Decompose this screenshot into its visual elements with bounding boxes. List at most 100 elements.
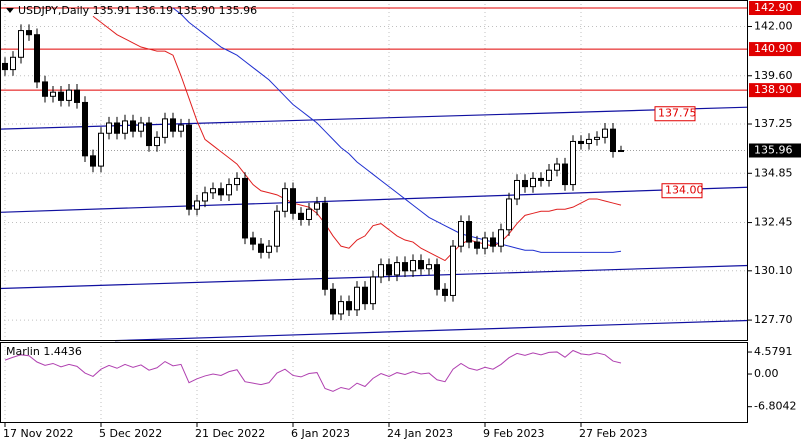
candle-body — [170, 118, 176, 132]
candle-body — [474, 241, 480, 249]
moving-average — [172, 7, 622, 253]
candle-body — [178, 124, 184, 132]
candle-body — [490, 237, 496, 247]
candle-body — [530, 177, 536, 188]
candle-body — [58, 91, 64, 101]
candle-body — [514, 179, 520, 200]
candle-body — [482, 237, 488, 249]
indicator-tick-label: 0.00 — [754, 367, 779, 380]
x-tick-label: 6 Jan 2023 — [291, 427, 350, 440]
candle-body — [434, 264, 440, 290]
candle-body — [410, 260, 416, 272]
candle-body — [2, 62, 8, 71]
candle-body — [538, 177, 544, 181]
indicator-title: Marlin 1.4436 — [6, 345, 82, 358]
candle-body — [226, 184, 232, 196]
candle-body — [306, 208, 312, 220]
last-price-box — [749, 143, 801, 158]
x-tick-label: 5 Dec 2022 — [99, 427, 162, 440]
level-label: 140.90 — [754, 42, 793, 55]
candle-body — [10, 56, 16, 71]
level-label: 138.90 — [754, 83, 793, 96]
trend-line — [0, 186, 749, 213]
candle-body — [578, 140, 584, 145]
trend-label: 134.00 — [665, 184, 704, 197]
candle-body — [570, 140, 576, 186]
candle-body — [418, 260, 424, 270]
candle-body — [458, 221, 464, 247]
candle-body — [186, 124, 192, 210]
y-tick-label: 137.25 — [754, 117, 793, 130]
candle-body — [154, 136, 160, 147]
candle-body — [194, 200, 200, 210]
candle-body — [114, 122, 120, 134]
candle-body — [218, 188, 224, 196]
candle-body — [386, 264, 392, 276]
y-tick-label: 134.85 — [754, 166, 793, 179]
level-label-box — [749, 42, 801, 57]
candle-body — [130, 120, 136, 132]
candle-body — [362, 286, 368, 305]
candle-body — [586, 138, 592, 145]
candle-body — [26, 30, 32, 36]
y-tick-label: 142.00 — [754, 19, 793, 32]
chart-title: USDJPY,Daily 135.91 136.19 135.90 135.96 — [18, 4, 257, 17]
candle-body — [298, 212, 304, 220]
y-tick-label: 130.10 — [754, 264, 793, 277]
candle-body — [202, 192, 208, 202]
candle-body — [394, 262, 400, 276]
candle-body — [210, 188, 216, 194]
candle-body — [610, 128, 616, 153]
trend-line — [114, 319, 749, 342]
candle-body — [82, 101, 88, 157]
x-tick-label: 21 Dec 2022 — [195, 427, 265, 440]
candle-body — [266, 245, 272, 253]
candle-body — [18, 30, 24, 58]
candle-body — [618, 149, 624, 153]
x-tick-label: 24 Jan 2023 — [387, 427, 453, 440]
candle-body — [450, 245, 456, 296]
candle-body — [498, 229, 504, 247]
candle-body — [554, 163, 560, 171]
candle-body — [546, 169, 552, 181]
candle-body — [98, 132, 104, 167]
indicator-line — [4, 349, 622, 392]
moving-average — [92, 15, 622, 262]
trend-label-box — [661, 183, 703, 199]
menu-arrow[interactable] — [6, 8, 14, 13]
level-label: 142.90 — [754, 1, 793, 14]
candle-body — [442, 288, 448, 296]
indicator-tick-label: 4.5791 — [754, 345, 793, 358]
x-tick-label: 27 Feb 2023 — [579, 427, 647, 440]
last-price-label: 135.96 — [754, 143, 793, 156]
candle-body — [506, 198, 512, 231]
trend-label: 137.75 — [658, 107, 697, 120]
candle-body — [562, 163, 568, 186]
main-frame — [0, 0, 748, 341]
level-label-box — [749, 1, 801, 16]
candle-body — [354, 286, 360, 311]
candle-body — [138, 122, 144, 132]
candle-body — [322, 202, 328, 290]
level-label-box — [749, 83, 801, 98]
candle-body — [106, 122, 112, 134]
candle-body — [250, 237, 256, 245]
indicator-tick-label: -6.8042 — [754, 400, 796, 413]
candle-body — [42, 81, 48, 97]
candle-body — [602, 128, 608, 138]
candle-body — [90, 155, 96, 167]
candle-body — [402, 262, 408, 272]
candle-body — [122, 120, 128, 134]
candle-body — [234, 177, 240, 186]
indicator-frame — [0, 342, 748, 423]
candle-body — [274, 210, 280, 247]
y-tick-label: 132.45 — [754, 216, 793, 229]
candle-body — [370, 276, 376, 305]
candle-body — [426, 264, 432, 270]
trend-label-box — [654, 106, 696, 122]
x-tick-label: 17 Nov 2022 — [3, 427, 73, 440]
plot: 137.75 134.00 — [0, 7, 749, 392]
y-tick-label: 127.70 — [754, 313, 793, 326]
